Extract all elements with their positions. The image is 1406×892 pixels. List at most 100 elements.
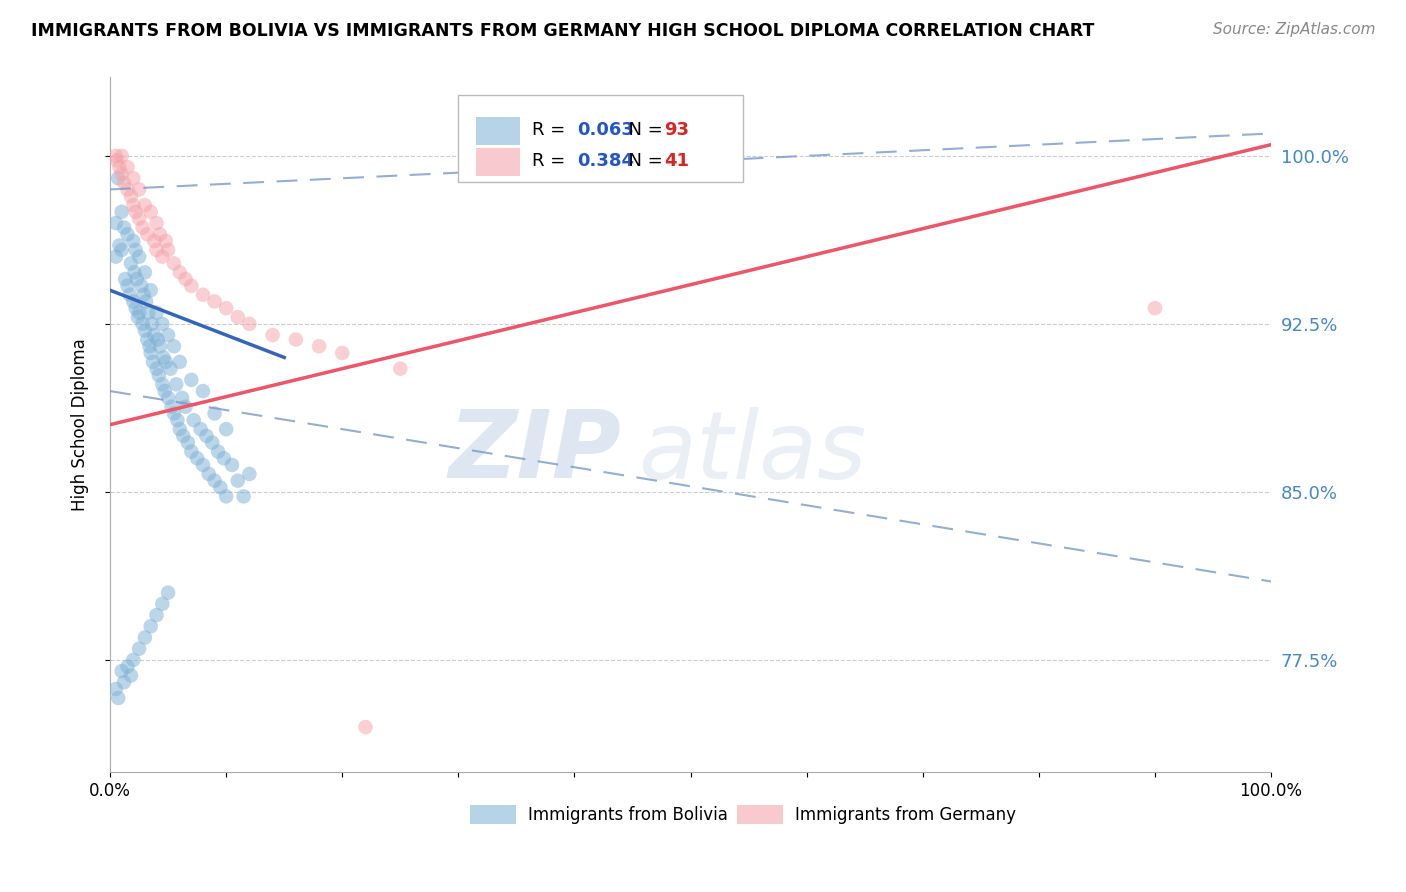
Point [1143, 301, 1166, 315]
Point [183, 413, 205, 427]
Point [124, 265, 146, 279]
Text: N =: N = [617, 120, 669, 138]
Point [128, 306, 150, 320]
Point [128, 182, 150, 196]
Point [191, 384, 214, 398]
Point [212, 451, 235, 466]
Point [118, 287, 141, 301]
Point [195, 429, 218, 443]
Point [149, 339, 172, 353]
Point [122, 294, 145, 309]
Text: Immigrants from Bolivia: Immigrants from Bolivia [529, 806, 728, 824]
Point [134, 631, 156, 645]
Point [105, 153, 128, 168]
Text: 41: 41 [664, 152, 689, 169]
Point [131, 220, 153, 235]
Point [262, 328, 284, 343]
Point [172, 429, 194, 443]
Bar [475, 148, 520, 176]
Point [180, 373, 202, 387]
Point [157, 391, 180, 405]
Point [150, 377, 173, 392]
Point [132, 287, 155, 301]
Point [122, 171, 145, 186]
Point [120, 668, 142, 682]
Point [150, 597, 173, 611]
Point [150, 250, 173, 264]
FancyBboxPatch shape [458, 95, 742, 182]
Bar [470, 805, 516, 824]
Point [112, 176, 135, 190]
Point [117, 659, 139, 673]
Point [124, 205, 146, 219]
Point [143, 234, 166, 248]
Point [142, 355, 165, 369]
Point [221, 458, 243, 472]
Point [215, 301, 238, 315]
Point [180, 444, 202, 458]
Point [112, 675, 135, 690]
Point [157, 585, 180, 599]
Point [191, 458, 214, 472]
Text: 0.384: 0.384 [576, 152, 634, 169]
Point [111, 664, 134, 678]
Point [104, 250, 127, 264]
Point [215, 422, 238, 436]
Point [190, 422, 212, 436]
Point [143, 328, 166, 343]
Point [170, 391, 193, 405]
Text: 93: 93 [664, 120, 689, 138]
Point [127, 310, 149, 325]
Point [125, 272, 148, 286]
Point [135, 294, 157, 309]
Point [117, 227, 139, 242]
Point [155, 234, 177, 248]
Point [107, 171, 129, 186]
Point [163, 339, 186, 353]
Point [122, 234, 145, 248]
Bar [737, 805, 783, 824]
Point [186, 451, 208, 466]
Point [136, 333, 159, 347]
Point [157, 243, 180, 257]
Point [136, 227, 159, 242]
Point [150, 317, 173, 331]
Point [238, 317, 260, 331]
Point [160, 400, 183, 414]
Point [111, 243, 134, 257]
Point [145, 608, 167, 623]
Point [169, 355, 191, 369]
Point [157, 328, 180, 343]
Point [148, 368, 170, 383]
Point [204, 294, 226, 309]
Point [138, 306, 160, 320]
Point [209, 480, 232, 494]
Point [191, 287, 214, 301]
Text: R =: R = [531, 120, 571, 138]
Point [215, 489, 238, 503]
Point [111, 167, 134, 181]
Y-axis label: High School Diploma: High School Diploma [72, 338, 89, 511]
Point [141, 317, 163, 331]
Point [120, 189, 142, 203]
Point [204, 407, 226, 421]
Point [330, 346, 353, 360]
Point [232, 489, 254, 503]
Point [124, 301, 146, 315]
Point [104, 216, 127, 230]
Point [166, 413, 188, 427]
Point [226, 474, 249, 488]
Point [146, 333, 169, 347]
Point [111, 149, 134, 163]
Point [177, 435, 200, 450]
Point [145, 361, 167, 376]
Point [128, 250, 150, 264]
Point [139, 346, 162, 360]
Bar [475, 117, 520, 145]
Point [108, 160, 131, 174]
Text: N =: N = [617, 152, 669, 169]
Point [134, 324, 156, 338]
Point [354, 720, 377, 734]
Point [308, 339, 330, 353]
Point [149, 227, 172, 242]
